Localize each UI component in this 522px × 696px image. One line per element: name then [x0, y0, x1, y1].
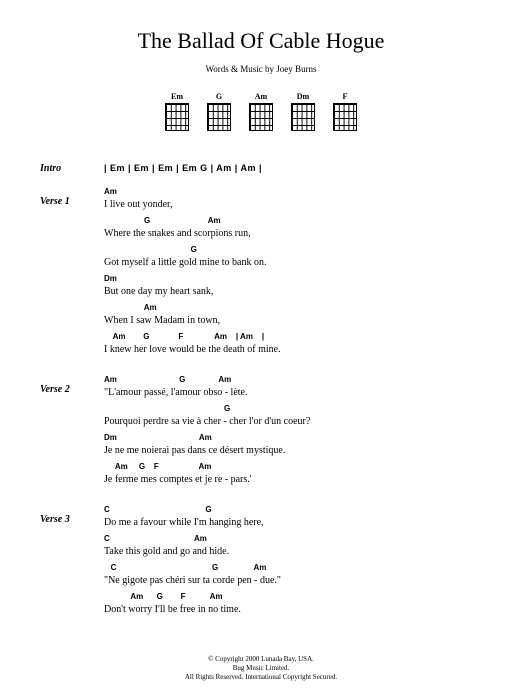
chord-diagram-label: Am: [255, 92, 267, 101]
section-label: Intro: [40, 155, 104, 174]
lyric-line: I live out yonder,: [104, 198, 482, 211]
lyric-block: Am G Am "L'amour passé, l'amour obso - l…: [104, 376, 482, 399]
copyright: © Copyright 2000 Lunada Bay, USA.Bug Mus…: [0, 655, 522, 682]
lyric-line: Take this gold and go and hide.: [104, 545, 482, 558]
chord-diagram-label: Dm: [297, 92, 309, 101]
lyric-block: G AmWhere the snakes and scorpions run,: [104, 217, 482, 240]
chord-line: Dm Am: [104, 434, 482, 444]
section-label: Verse 3: [40, 506, 104, 622]
chord-diagram-label: Em: [171, 92, 183, 101]
lyric-block: C Am Take this gold and go and hide.: [104, 535, 482, 558]
section: Verse 3C G Do me a favour while I'm hang…: [40, 506, 482, 622]
lyric-block: Am G F AmDon't worry I'll be free in no …: [104, 593, 482, 616]
lyric-block: C G Do me a favour while I'm hanging her…: [104, 506, 482, 529]
section: Verse 1Am I live out yonder, G AmWhere t…: [40, 188, 482, 362]
lyric-line: Je ferme mes comptes et je re - pars.': [104, 473, 482, 486]
chord-diagram: Dm: [291, 92, 315, 131]
chord-line: C Am: [104, 535, 482, 545]
chord-grid: [333, 103, 357, 131]
chord-line: Am G F Am: [104, 463, 482, 473]
lyric-block: Dm But one day my heart sank,: [104, 275, 482, 298]
chord-line: C G: [104, 506, 482, 516]
chord-line: Dm: [104, 275, 482, 285]
lyric-line: When I saw Madam in town,: [104, 314, 482, 327]
chord-line: Am G F Am: [104, 593, 482, 603]
chord-line: C G Am: [104, 564, 482, 574]
chord-grid: [249, 103, 273, 131]
lyric-block: C G Am"Ne gigote pas chéri sur ta corde …: [104, 564, 482, 587]
lyric-line: But one day my heart sank,: [104, 285, 482, 298]
chord-grid: [291, 103, 315, 131]
section-body: C G Do me a favour while I'm hanging her…: [104, 506, 482, 622]
lyric-block: Am G F Am | Am |I knew her love would be…: [104, 333, 482, 356]
chord-diagram: F: [333, 92, 357, 131]
section-body: | Em | Em | Em | Em G | Am | Am |: [104, 155, 482, 174]
lyric-block: AmWhen I saw Madam in town,: [104, 304, 482, 327]
section-body: Am G Am "L'amour passé, l'amour obso - l…: [104, 376, 482, 492]
lyric-line: "L'amour passé, l'amour obso - lète.: [104, 386, 482, 399]
chord-grid: [207, 103, 231, 131]
lyric-line: "Ne gigote pas chéri sur ta corde pen - …: [104, 574, 482, 587]
song-title: The Ballad Of Cable Hogue: [40, 28, 482, 54]
lyric-line: Pourquoi perdre sa vie à cher - cher l'o…: [104, 415, 482, 428]
chord-line: Am G Am: [104, 376, 482, 386]
lyric-line: I knew her love would be the death of mi…: [104, 343, 482, 356]
copyright-line: All Rights Reserved. International Copyr…: [0, 673, 522, 682]
chord-diagrams: Em G Am Dm F: [40, 92, 482, 131]
chord-line: Am: [104, 304, 482, 314]
chord-line: Am G F Am | Am |: [104, 333, 482, 343]
copyright-line: Bug Music Limited.: [0, 664, 522, 673]
section-label: Verse 1: [40, 188, 104, 362]
chord-line: G Am: [104, 217, 482, 227]
chord-diagram: Em: [165, 92, 189, 131]
section-label: Verse 2: [40, 376, 104, 492]
lyric-block: Dm Am Je ne me noierai pas dans ce déser…: [104, 434, 482, 457]
lyric-block: Am I live out yonder,: [104, 188, 482, 211]
intro-chords: | Em | Em | Em | Em G | Am | Am |: [104, 155, 482, 173]
chord-grid: [165, 103, 189, 131]
copyright-line: © Copyright 2000 Lunada Bay, USA.: [0, 655, 522, 664]
lyric-line: Don't worry I'll be free in no time.: [104, 603, 482, 616]
lyric-line: Je ne me noierai pas dans ce désert myst…: [104, 444, 482, 457]
section: Intro| Em | Em | Em | Em G | Am | Am |: [40, 155, 482, 174]
section-body: Am I live out yonder, G AmWhere the snak…: [104, 188, 482, 362]
credits: Words & Music by Joey Burns: [40, 64, 482, 74]
lyric-block: Am G F AmJe ferme mes comptes et je re -…: [104, 463, 482, 486]
chord-diagram-label: G: [216, 92, 222, 101]
chord-diagram-label: F: [343, 92, 348, 101]
chord-diagram: G: [207, 92, 231, 131]
section: Verse 2Am G Am "L'amour passé, l'amour o…: [40, 376, 482, 492]
chord-line: G: [104, 246, 482, 256]
lyric-line: Do me a favour while I'm hanging here,: [104, 516, 482, 529]
lyric-block: GGot myself a little gold mine to bank o…: [104, 246, 482, 269]
lyric-block: GPourquoi perdre sa vie à cher - cher l'…: [104, 405, 482, 428]
lyric-line: Where the snakes and scorpions run,: [104, 227, 482, 240]
lyric-line: Got myself a little gold mine to bank on…: [104, 256, 482, 269]
chord-line: Am: [104, 188, 482, 198]
chord-line: G: [104, 405, 482, 415]
chord-diagram: Am: [249, 92, 273, 131]
